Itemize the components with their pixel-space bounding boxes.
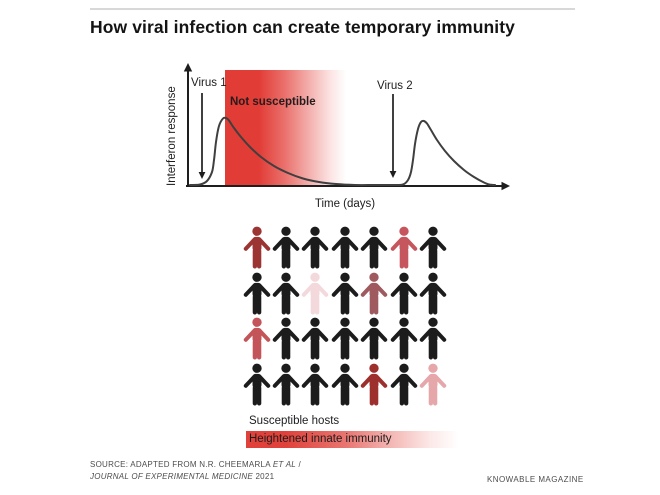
virus-event-arrows: [198, 93, 397, 179]
person-icon: [331, 272, 359, 315]
source-attribution: SOURCE: ADAPTED FROM N.R. CHEEMARLA ET A…: [90, 459, 301, 482]
not-susceptible-band: [225, 70, 346, 186]
interferon-response-chart: [183, 63, 510, 191]
y-axis-arrowhead: [183, 63, 193, 72]
person-icon: [390, 272, 417, 315]
person-icon: [331, 226, 359, 269]
person-icon: [302, 272, 329, 315]
publisher-credit: KNOWABLE MAGAZINE: [487, 475, 584, 484]
person-icon: [390, 363, 417, 406]
legend-susceptible-hosts: Susceptible hosts: [249, 415, 340, 427]
person-icon: [272, 272, 300, 315]
virus-arrow: [198, 93, 206, 179]
person-icon: [272, 226, 300, 269]
page-title: How viral infection can create temporary…: [90, 17, 516, 37]
person-icon: [419, 226, 447, 269]
person-icon: [361, 317, 388, 360]
top-divider: [90, 8, 575, 10]
person-icon: [361, 272, 388, 315]
person-icon: [272, 363, 300, 406]
population-pictogram-grid: [242, 226, 448, 409]
person-icon: [302, 363, 329, 406]
chart-axes: [183, 63, 510, 191]
y-axis-label: Interferon response: [166, 86, 178, 186]
person-icon: [419, 272, 447, 315]
interferon-curve: [189, 116, 496, 187]
person-icon: [331, 363, 359, 406]
person-icon: [243, 272, 270, 315]
virus2-label: Virus 2: [377, 80, 413, 92]
person-icon: [361, 363, 388, 406]
legend-heightened-innate-immunity: Heightened innate immunity: [246, 431, 470, 448]
person-icon: [302, 226, 329, 269]
not-susceptible-label: Not susceptible: [230, 96, 316, 108]
virus1-label: Virus 1: [191, 77, 227, 89]
x-axis-label: Time (days): [314, 198, 376, 210]
person-icon: [243, 363, 270, 406]
person-icon: [419, 317, 447, 360]
x-axis-arrowhead: [501, 181, 510, 191]
person-icon: [243, 317, 270, 360]
person-icon: [243, 226, 270, 269]
person-icon: [361, 226, 388, 269]
person-icon: [272, 317, 300, 360]
source-line-2: JOURNAL OF EXPERIMENTAL MEDICINE 2021: [90, 471, 275, 481]
person-icon: [302, 317, 329, 360]
source-line-1: SOURCE: ADAPTED FROM N.R. CHEEMARLA ET A…: [90, 460, 301, 469]
person-icon: [390, 317, 417, 360]
person-icon: [419, 363, 447, 406]
person-icon: [331, 317, 359, 360]
virus-arrow: [389, 94, 397, 178]
person-icon: [390, 226, 417, 269]
